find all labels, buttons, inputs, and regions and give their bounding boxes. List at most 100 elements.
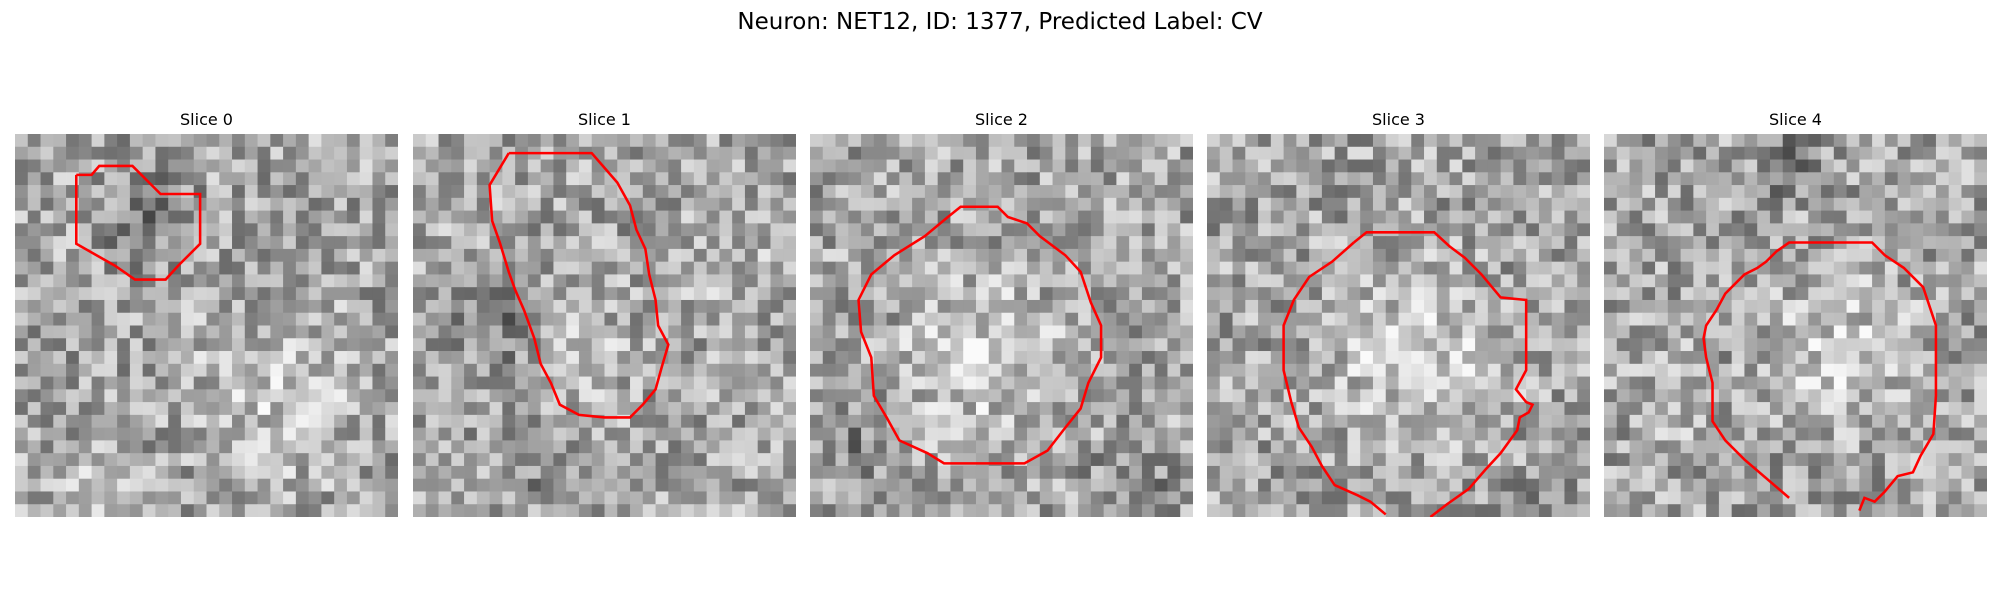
pixel: [1910, 389, 1924, 403]
pixel: [1757, 351, 1771, 365]
pixel: [206, 389, 220, 403]
pixel: [244, 376, 258, 390]
pixel: [630, 312, 644, 326]
pixel: [1923, 261, 1937, 275]
pixel: [810, 197, 824, 211]
pixel: [1449, 299, 1463, 314]
pixel: [886, 287, 900, 301]
pixel: [655, 185, 669, 199]
pixel: [1027, 376, 1041, 390]
pixel: [1974, 504, 1987, 517]
pixel: [1629, 134, 1643, 148]
pixel: [578, 338, 593, 352]
pixel: [206, 338, 220, 352]
pixel: [1935, 402, 1950, 416]
pixel: [810, 376, 824, 390]
pixel: [1167, 351, 1181, 365]
pixel: [835, 312, 849, 326]
pixel: [1039, 465, 1053, 480]
pixel: [1551, 453, 1565, 467]
pixel: [193, 312, 207, 326]
pixel: [744, 261, 759, 275]
pixel: [1141, 440, 1156, 454]
pixel: [1910, 478, 1924, 492]
pixel: [53, 197, 67, 211]
pixel: [706, 236, 720, 250]
pixel: [1910, 351, 1924, 365]
pixel: [1347, 376, 1361, 390]
pixel: [1129, 338, 1143, 352]
pixel: [1296, 376, 1310, 390]
pixel: [1296, 338, 1310, 352]
pixel: [1245, 465, 1259, 480]
pixel: [924, 236, 939, 250]
pixel: [1744, 414, 1758, 429]
pixel: [1693, 261, 1707, 275]
pixel: [1808, 465, 1822, 480]
pixel: [372, 363, 386, 377]
pixel: [642, 185, 656, 199]
pixel: [1103, 159, 1117, 173]
pixel: [578, 440, 593, 454]
pixel: [566, 363, 580, 377]
pixel: [527, 236, 542, 250]
pixel: [1859, 134, 1873, 148]
pixel: [1154, 261, 1168, 275]
pixel: [1436, 146, 1450, 160]
pixel: [1001, 146, 1015, 160]
pixel: [270, 159, 284, 173]
pixel: [950, 414, 964, 429]
pixel: [53, 261, 67, 275]
pixel: [385, 363, 398, 377]
pixel: [822, 146, 836, 160]
pixel: [1706, 491, 1720, 505]
pixel: [1769, 197, 1784, 211]
pixel: [1436, 236, 1450, 250]
pixel: [1283, 465, 1297, 480]
pixel: [1270, 312, 1284, 326]
pixel: [1283, 248, 1297, 263]
pixel: [257, 491, 271, 505]
pixel: [975, 440, 990, 454]
pixel: [1604, 478, 1618, 492]
pixel: [425, 197, 439, 211]
pixel: [359, 236, 373, 250]
pixel: [1462, 427, 1476, 441]
pixel: [822, 223, 836, 237]
pixel: [66, 478, 80, 492]
pixel: [693, 159, 708, 173]
pixel: [1296, 491, 1310, 505]
pixel: [464, 248, 478, 263]
pixel: [244, 402, 258, 416]
pixel: [1974, 274, 1987, 288]
pixel: [1027, 389, 1041, 403]
pixel: [476, 402, 490, 416]
pixel: [104, 287, 118, 301]
pixel: [142, 185, 156, 199]
pixel: [1974, 338, 1987, 352]
pixel: [168, 274, 182, 288]
pixel: [283, 453, 297, 467]
pixel: [359, 465, 373, 480]
pixel: [655, 274, 669, 288]
pixel: [975, 338, 990, 352]
pixel: [1296, 146, 1310, 160]
pixel: [566, 223, 580, 237]
pixel: [1039, 261, 1053, 275]
pixel: [334, 236, 348, 250]
pixel: [489, 491, 503, 505]
pixel: [1232, 363, 1246, 377]
pixel: [206, 172, 220, 186]
pixel: [1667, 376, 1681, 390]
pixel: [1475, 159, 1489, 173]
pixel: [1935, 465, 1950, 480]
pixel: [334, 478, 348, 492]
pixel: [438, 478, 452, 492]
pixel: [1116, 299, 1130, 314]
pixel: [476, 427, 490, 441]
pixel: [1449, 197, 1463, 211]
pixel: [1744, 325, 1758, 339]
pixel: [1129, 236, 1143, 250]
pixel: [66, 440, 80, 454]
pixel: [1014, 427, 1028, 441]
